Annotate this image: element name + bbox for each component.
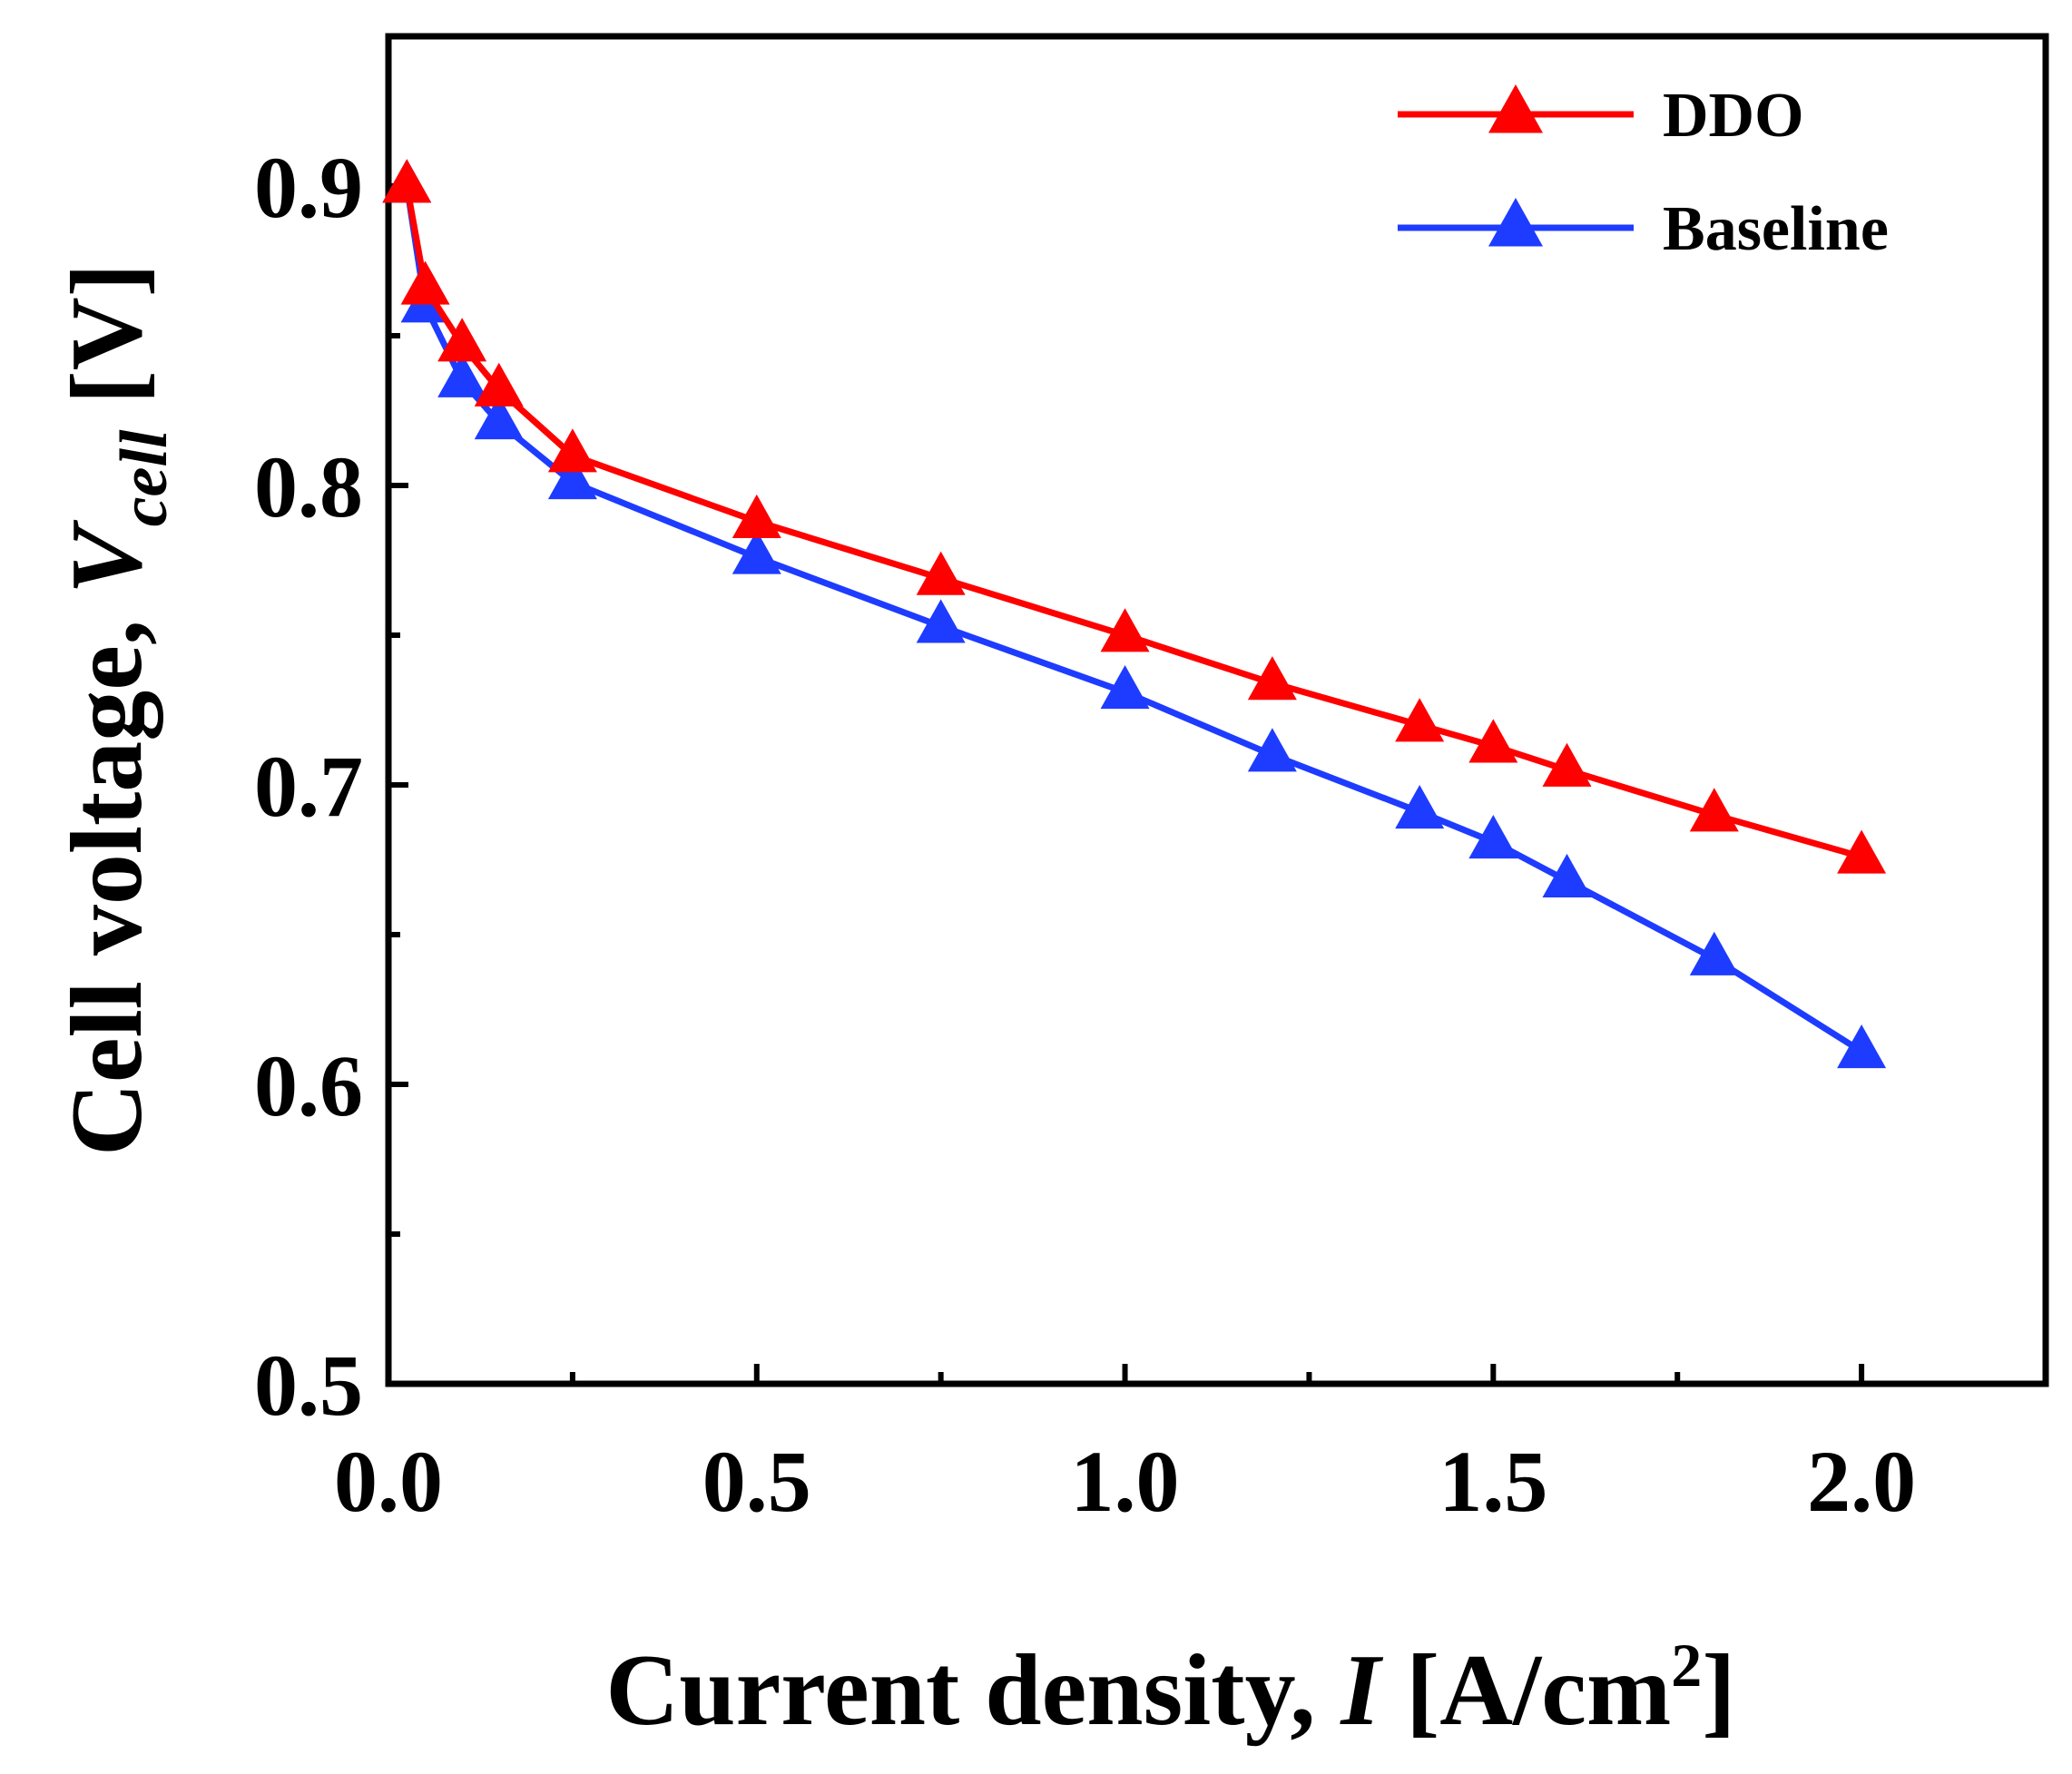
data-point-ddo [437, 318, 487, 362]
plot-area [382, 33, 2049, 1387]
data-point-baseline [1100, 665, 1150, 710]
series-line-ddo [403, 185, 1863, 860]
x-axis-title-superscript: 2 [1671, 1631, 1702, 1700]
x-tick-label: 0.0 [334, 1433, 443, 1530]
x-axis-tick-labels: 0.0 0.5 1.0 1.5 2.0 [334, 1433, 1916, 1530]
series-line-baseline [403, 185, 1863, 1054]
data-point-ddo [1247, 656, 1297, 701]
data-point-baseline [547, 456, 597, 500]
x-tick-label: 2.0 [1807, 1433, 1916, 1530]
x-tick-label: 1.0 [1071, 1433, 1180, 1530]
data-point-ddo [1100, 608, 1150, 652]
legend: DDO Baseline [1398, 81, 1889, 264]
data-point-ddo [1689, 788, 1739, 832]
data-point-baseline [1468, 815, 1518, 859]
y-tick-label: 0.7 [254, 738, 363, 835]
series-baseline [382, 159, 1887, 1069]
data-point-baseline [1689, 931, 1739, 975]
y-tick-label: 0.5 [254, 1337, 363, 1434]
data-point-baseline [474, 396, 524, 440]
y-axis-title: Cell voltage, Vcell [V] [51, 263, 182, 1156]
x-axis-title-unit-close: ] [1702, 1634, 1735, 1747]
series-ddo [382, 159, 1887, 874]
x-axis-title-unit: [A/cm [1380, 1634, 1671, 1747]
data-point-baseline [916, 599, 966, 643]
data-point-ddo [382, 159, 432, 203]
legend-marker-ddo [1488, 84, 1543, 133]
data-point-ddo [547, 428, 597, 473]
data-point-ddo [916, 551, 966, 595]
y-axis-ticks [388, 183, 408, 1387]
data-point-baseline [732, 530, 781, 574]
data-point-baseline [1837, 1024, 1887, 1069]
data-point-baseline [1542, 853, 1592, 898]
y-tick-label: 0.6 [254, 1037, 363, 1134]
x-axis-title-symbol: I [1339, 1634, 1383, 1747]
y-axis-title-subscript: cell [107, 429, 182, 526]
data-point-ddo [474, 362, 524, 407]
y-axis-title-symbol: V [51, 519, 163, 594]
data-point-ddo [1395, 698, 1445, 742]
legend-label-baseline: Baseline [1663, 194, 1889, 264]
y-axis-tick-labels: 0.5 0.6 0.7 0.8 0.9 [254, 139, 363, 1434]
x-axis-ticks [386, 1364, 1865, 1384]
x-tick-label: 0.5 [702, 1433, 811, 1530]
legend-item-baseline: Baseline [1398, 194, 1889, 264]
plot-frame [385, 33, 2049, 1387]
x-tick-label: 1.5 [1439, 1433, 1547, 1530]
x-axis-title: Current density, I [A/cm2] [605, 1631, 1735, 1747]
data-point-baseline [1395, 785, 1445, 829]
data-series [382, 159, 1887, 1069]
y-tick-label: 0.8 [254, 438, 363, 535]
data-point-baseline [1247, 728, 1297, 772]
legend-item-ddo: DDO [1398, 81, 1804, 151]
y-axis-title-prefix: Cell voltage, [51, 594, 163, 1156]
data-point-ddo [1542, 742, 1592, 787]
y-axis-title-unit: [V] [51, 263, 163, 429]
legend-label-ddo: DDO [1663, 81, 1804, 151]
data-point-ddo [1837, 829, 1887, 874]
data-point-ddo [1468, 719, 1518, 763]
data-point-baseline [437, 353, 487, 397]
data-point-ddo [400, 260, 450, 305]
x-axis-title-prefix: Current density, [605, 1634, 1340, 1747]
legend-marker-baseline [1488, 198, 1543, 247]
y-tick-label: 0.9 [254, 139, 363, 236]
data-point-ddo [732, 494, 781, 539]
